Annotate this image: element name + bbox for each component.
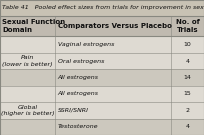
Text: 2: 2 (186, 108, 190, 113)
Text: 15: 15 (184, 91, 192, 96)
Bar (0, 36, 204, 53)
Text: All estrogens: All estrogens (58, 91, 99, 96)
Text: Testosterone: Testosterone (58, 124, 98, 129)
Text: All estrogens: All estrogens (58, 75, 99, 80)
Bar (0, 0, 204, 16)
Text: 14: 14 (184, 75, 192, 80)
Bar (0, 16, 204, 36)
Text: Table 41   Pooled effect sizes from trials for improvement in sexual function: Table 41 Pooled effect sizes from trials… (2, 5, 204, 10)
Bar (0, 86, 204, 102)
Text: SSRI/SNRI: SSRI/SNRI (58, 108, 89, 113)
Text: Sexual Function
Domain: Sexual Function Domain (2, 19, 65, 33)
Text: 4: 4 (186, 59, 190, 64)
Text: No. of
Trials: No. of Trials (176, 19, 200, 33)
Bar (0, 119, 204, 135)
Text: 4: 4 (186, 124, 190, 129)
Text: Global
(higher is better): Global (higher is better) (1, 105, 54, 116)
Text: Oral estrogens: Oral estrogens (58, 59, 104, 64)
Text: Pain
(lower is better): Pain (lower is better) (2, 55, 53, 67)
Bar (0, 53, 204, 69)
Text: Comparators Versus Placebo: Comparators Versus Placebo (58, 23, 171, 29)
Bar (0, 102, 204, 119)
Bar (0, 69, 204, 86)
Text: 10: 10 (184, 42, 192, 47)
Text: Vaginal estrogens: Vaginal estrogens (58, 42, 114, 47)
